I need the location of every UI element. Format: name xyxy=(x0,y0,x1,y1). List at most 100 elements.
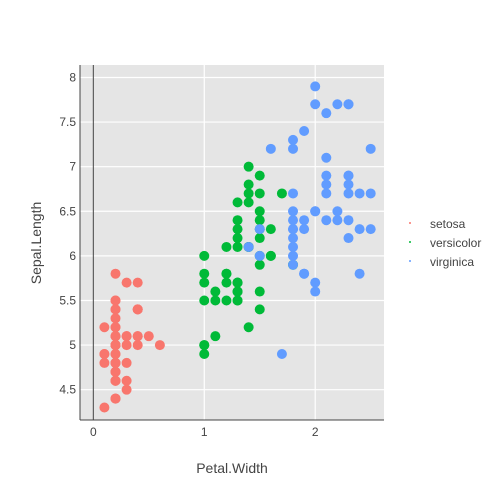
legend-label-virginica: virginica xyxy=(430,255,474,269)
data-point-versicolor xyxy=(254,233,265,244)
data-point-virginica xyxy=(332,206,343,217)
data-point-virginica xyxy=(354,268,365,279)
data-point-versicolor xyxy=(254,304,265,315)
data-point-versicolor xyxy=(199,268,210,279)
data-point-setosa xyxy=(121,340,132,351)
data-point-versicolor xyxy=(254,188,265,199)
data-point-versicolor xyxy=(243,322,254,333)
data-point-versicolor xyxy=(254,259,265,270)
legend: setosa versicolor virginica xyxy=(409,217,481,269)
data-point-setosa xyxy=(110,340,121,351)
data-point-versicolor xyxy=(243,188,254,199)
data-point-versicolor xyxy=(199,250,210,261)
data-point-virginica xyxy=(299,126,310,137)
data-point-virginica xyxy=(288,250,299,261)
data-point-virginica xyxy=(321,152,332,163)
data-point-versicolor xyxy=(232,215,243,226)
data-point-virginica xyxy=(288,259,299,270)
data-point-versicolor xyxy=(232,233,243,244)
data-point-virginica xyxy=(343,179,354,190)
data-points xyxy=(99,81,376,413)
data-point-versicolor xyxy=(210,331,221,342)
data-point-setosa xyxy=(132,331,143,342)
data-point-virginica xyxy=(276,348,287,359)
data-point-setosa xyxy=(132,304,143,315)
data-point-versicolor xyxy=(210,295,221,306)
data-point-virginica xyxy=(254,250,265,261)
data-point-virginica xyxy=(288,233,299,244)
data-point-virginica xyxy=(365,143,376,154)
data-point-virginica xyxy=(310,99,321,110)
data-point-virginica xyxy=(299,215,310,226)
data-point-setosa xyxy=(99,402,110,413)
data-point-virginica xyxy=(310,81,321,92)
data-point-versicolor xyxy=(243,161,254,172)
data-point-setosa xyxy=(110,313,121,324)
data-point-virginica xyxy=(343,215,354,226)
y-tick-label: 7 xyxy=(69,160,76,174)
data-point-virginica xyxy=(343,170,354,181)
data-point-versicolor xyxy=(232,277,243,288)
data-point-versicolor xyxy=(221,268,232,279)
legend-label-setosa: setosa xyxy=(430,217,466,231)
data-point-versicolor xyxy=(265,250,276,261)
data-point-virginica xyxy=(288,143,299,154)
data-point-versicolor xyxy=(232,286,243,297)
data-point-virginica xyxy=(288,224,299,235)
data-point-versicolor xyxy=(199,348,210,359)
data-point-setosa xyxy=(154,340,165,351)
data-point-virginica xyxy=(332,215,343,226)
data-point-virginica xyxy=(343,99,354,110)
data-point-virginica xyxy=(321,108,332,119)
legend-marker-versicolor xyxy=(409,241,411,243)
data-point-virginica xyxy=(365,224,376,235)
y-tick-label: 5 xyxy=(69,338,76,352)
y-axis-title: Sepal.Length xyxy=(28,202,44,285)
legend-marker-virginica xyxy=(409,260,411,262)
data-point-setosa xyxy=(121,384,132,395)
y-tick-label: 7.5 xyxy=(59,115,76,129)
data-point-setosa xyxy=(110,322,121,333)
data-point-setosa xyxy=(121,277,132,288)
data-point-setosa xyxy=(121,375,132,386)
y-tick-label: 8 xyxy=(69,70,76,84)
data-point-virginica xyxy=(288,188,299,199)
data-point-versicolor xyxy=(232,224,243,235)
data-point-versicolor xyxy=(254,215,265,226)
data-point-versicolor xyxy=(199,277,210,288)
data-point-setosa xyxy=(143,331,154,342)
x-tick-label: 0 xyxy=(90,425,97,439)
data-point-setosa xyxy=(121,357,132,368)
data-point-virginica xyxy=(288,206,299,217)
data-point-versicolor xyxy=(254,286,265,297)
x-axis-title: Petal.Width xyxy=(196,460,268,476)
data-point-versicolor xyxy=(221,295,232,306)
data-point-virginica xyxy=(354,224,365,235)
data-point-virginica xyxy=(321,188,332,199)
data-point-setosa xyxy=(110,366,121,377)
data-point-setosa xyxy=(110,295,121,306)
data-point-virginica xyxy=(265,143,276,154)
data-point-virginica xyxy=(310,277,321,288)
data-point-versicolor xyxy=(254,206,265,217)
data-point-setosa xyxy=(110,357,121,368)
y-tick-label: 6 xyxy=(69,249,76,263)
data-point-virginica xyxy=(332,99,343,110)
data-point-versicolor xyxy=(243,179,254,190)
data-point-setosa xyxy=(99,348,110,359)
data-point-virginica xyxy=(365,188,376,199)
y-tick-label: 4.5 xyxy=(59,383,76,397)
data-point-virginica xyxy=(310,206,321,217)
y-tick-labels: 4.5 5 5.5 6 6.5 7 7.5 8 xyxy=(59,70,76,396)
legend-marker-setosa xyxy=(409,222,411,224)
data-point-virginica xyxy=(299,268,310,279)
data-point-versicolor xyxy=(199,295,210,306)
x-tick-label: 2 xyxy=(312,425,319,439)
data-point-setosa xyxy=(110,304,121,315)
data-point-setosa xyxy=(110,331,121,342)
data-point-setosa xyxy=(99,357,110,368)
y-tick-label: 5.5 xyxy=(59,293,76,307)
data-point-versicolor xyxy=(210,286,221,297)
data-point-versicolor xyxy=(221,277,232,288)
data-point-virginica xyxy=(354,188,365,199)
